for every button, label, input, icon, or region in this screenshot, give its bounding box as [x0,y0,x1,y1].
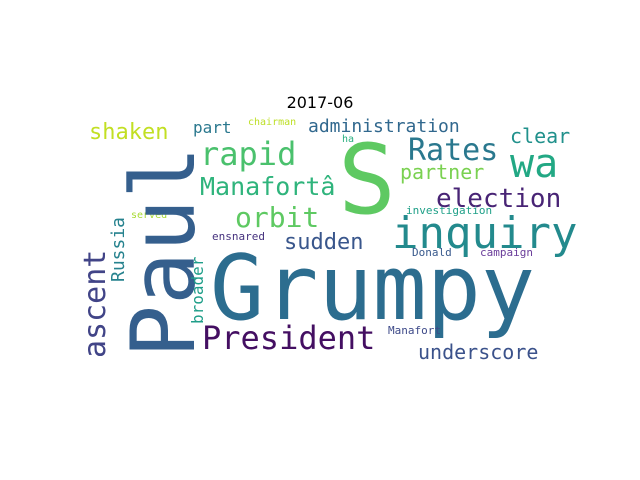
word-inquiry: inquiry [392,208,576,259]
word-chairman: chairman [248,117,297,128]
word-ensnared: ensnared [212,230,265,243]
word-shaken: shaken [89,120,169,145]
word-election: election [436,184,562,214]
word-broader: broader [188,256,207,324]
word-investigation: investigation [406,204,493,217]
word-cloud: Grumpy S inquiry President wa Rates rapi… [80,116,576,364]
word-rapid: rapid [200,135,297,173]
figure-title: 2017-06 [286,93,354,112]
word-donald: Donald [412,246,452,259]
word-wa: wa [510,141,559,187]
word-rates: Rates [408,133,499,168]
word-russia: Russia [108,216,129,282]
word-ascent: ascent [80,249,113,358]
word-clear: clear [510,124,571,148]
word-s: S [338,124,396,236]
word-orbit: orbit [235,201,320,234]
word-campaign: campaign [480,246,533,259]
word-paul: Paul [112,146,215,358]
word-served: served [131,210,168,221]
word-administration: administration [308,116,460,137]
word-manafort-a: Manafortâ [200,172,336,201]
word-president: President [202,319,376,357]
word-sudden: sudden [284,230,364,255]
word-underscore: underscore [418,340,539,364]
word-ha: ha [342,134,355,145]
word-part: part [193,118,232,137]
word-manafort: Manafort [388,324,441,337]
word-grumpy: Grumpy [210,236,536,341]
word-partner: partner [400,160,485,184]
